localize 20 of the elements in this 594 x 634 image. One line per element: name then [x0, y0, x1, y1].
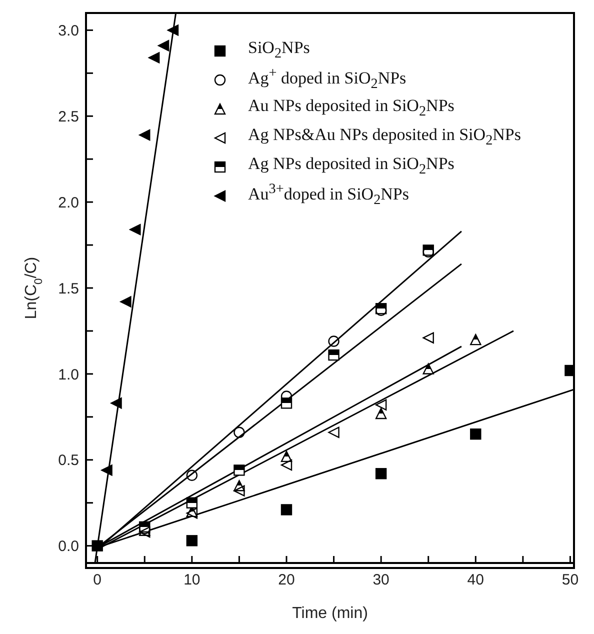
legend-label: Ag NPs deposited in SiO$_{2}$NPs: [248, 154, 454, 179]
x-tick-label: 20: [278, 572, 295, 589]
x-tick-label: 30: [372, 572, 390, 589]
legend-label: SiO$_{2}$NPs: [248, 38, 310, 63]
y-tick-label: 1.0: [58, 366, 79, 384]
x-tick-label: 40: [467, 572, 484, 589]
legend-label: Au NPs deposited in SiO$_{2}$NPs: [248, 96, 454, 121]
x-axis-title: Time (min): [292, 605, 368, 622]
y-tick-label: 3.0: [58, 22, 79, 40]
x-tick-label: 10: [184, 572, 200, 589]
x-tick-label: 50: [562, 572, 579, 589]
y-tick-label: 2.5: [58, 108, 79, 126]
legend-label: Ag NPs&Au NPs deposited in SiO$_{2}$NPs: [248, 125, 521, 150]
y-tick-label: 0.5: [58, 452, 79, 470]
y-tick-label: 0.0: [58, 538, 79, 556]
legend-label: Au$^{3+}$doped in SiO$_{2}$NPs: [248, 181, 410, 210]
y-tick-label: 2.0: [58, 194, 79, 212]
x-tick-label: 0: [93, 572, 102, 589]
y-tick-label: 1.5: [58, 280, 79, 298]
legend-label: Ag$^{+}$ doped in SiO$_{2}$NPs: [248, 65, 406, 94]
